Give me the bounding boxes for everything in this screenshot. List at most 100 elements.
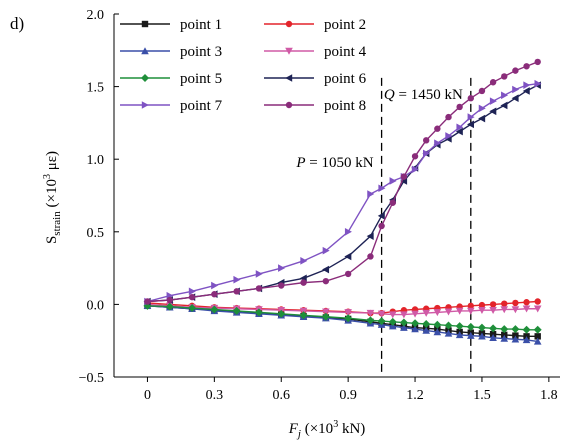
data-point (512, 299, 519, 307)
data-point (388, 311, 397, 319)
data-point (534, 58, 541, 66)
data-point (165, 302, 174, 311)
data-point (533, 305, 542, 313)
data-point (489, 324, 498, 333)
legend-label: point 4 (324, 44, 367, 60)
data-point (455, 127, 463, 136)
legend-item: point 1 (120, 17, 222, 33)
data-point (400, 311, 408, 319)
data-point (533, 337, 542, 345)
data-point (411, 153, 419, 160)
x-tick-label: 0.9 (339, 388, 357, 403)
data-point (233, 275, 241, 284)
data-point (300, 279, 307, 286)
series-point-6 (143, 81, 541, 306)
data-point (366, 316, 375, 325)
legend-label: point 7 (180, 98, 223, 114)
legend-label: point 2 (324, 17, 366, 33)
data-point (522, 87, 530, 95)
data-point (322, 265, 330, 274)
data-point (455, 307, 464, 315)
data-point (300, 257, 308, 265)
data-point (344, 314, 353, 323)
data-point (278, 264, 286, 272)
data-point (478, 307, 486, 315)
data-point (444, 321, 453, 330)
data-point (344, 252, 352, 261)
data-point (344, 228, 352, 236)
data-point (467, 113, 475, 121)
data-point (322, 246, 330, 255)
data-point (232, 306, 241, 315)
data-point (444, 308, 453, 316)
legend-item: point 6 (264, 71, 367, 87)
data-point (211, 281, 219, 290)
data-point (434, 125, 441, 132)
data-point (523, 63, 530, 70)
data-point (500, 334, 509, 342)
data-point (511, 335, 520, 343)
legend-marker (285, 101, 293, 109)
legend-marker (285, 47, 293, 55)
data-point (456, 103, 463, 111)
data-point (423, 149, 430, 158)
data-point (512, 85, 520, 94)
data-point (367, 253, 374, 260)
data-point (277, 309, 286, 318)
data-point (322, 277, 330, 285)
data-point (478, 87, 486, 95)
legend-marker (141, 47, 149, 55)
data-point (411, 325, 419, 333)
data-point (478, 332, 486, 340)
data-point (533, 325, 542, 334)
legend: point 1 point 2 point 3 point 4 point 5 point… (120, 17, 367, 114)
x-axis-label: Fj (×103 kN) (288, 419, 366, 440)
data-point (299, 307, 308, 315)
data-point (467, 120, 474, 129)
data-point (534, 79, 542, 88)
data-point (378, 184, 386, 193)
data-point (400, 323, 408, 331)
data-point (411, 165, 419, 174)
data-point (478, 301, 486, 309)
data-point (501, 73, 508, 80)
data-point (445, 113, 452, 121)
legend-label: point 1 (180, 17, 222, 33)
x-tick-label: 0 (144, 388, 151, 403)
data-point (377, 317, 386, 326)
data-point (411, 319, 420, 328)
y-tick-label: 2.0 (87, 8, 105, 23)
data-point (534, 298, 541, 305)
data-point (166, 296, 173, 304)
data-point (456, 123, 464, 132)
legend-label: point 6 (324, 71, 367, 87)
data-point (467, 307, 475, 315)
data-point (344, 270, 352, 278)
data-point (423, 137, 430, 144)
reference-line-label: Q = 1450 kN (384, 87, 463, 103)
x-tick-label: 1.5 (473, 388, 491, 403)
legend-item: point 4 (264, 44, 367, 60)
data-point (422, 326, 430, 334)
data-point (511, 306, 520, 314)
x-tick-label: 1.8 (540, 388, 558, 403)
series-point-8 (144, 58, 541, 305)
data-point (512, 67, 519, 74)
y-axis-label: Sstrain (×103 με) (42, 151, 63, 244)
legend-item: point 2 (264, 17, 366, 33)
data-point (467, 95, 474, 102)
series-line (147, 305, 538, 331)
data-point (445, 132, 453, 140)
data-point (377, 212, 385, 220)
data-point (344, 309, 352, 317)
y-tick-label: 1.0 (87, 153, 105, 168)
legend-label: point 3 (180, 44, 222, 60)
data-point (478, 104, 486, 113)
legend-item: point 3 (120, 44, 222, 60)
data-point (422, 309, 430, 317)
data-point (489, 301, 497, 308)
x-tick-label: 0.6 (273, 388, 291, 403)
legend-marker (285, 20, 293, 28)
data-point (211, 291, 218, 298)
